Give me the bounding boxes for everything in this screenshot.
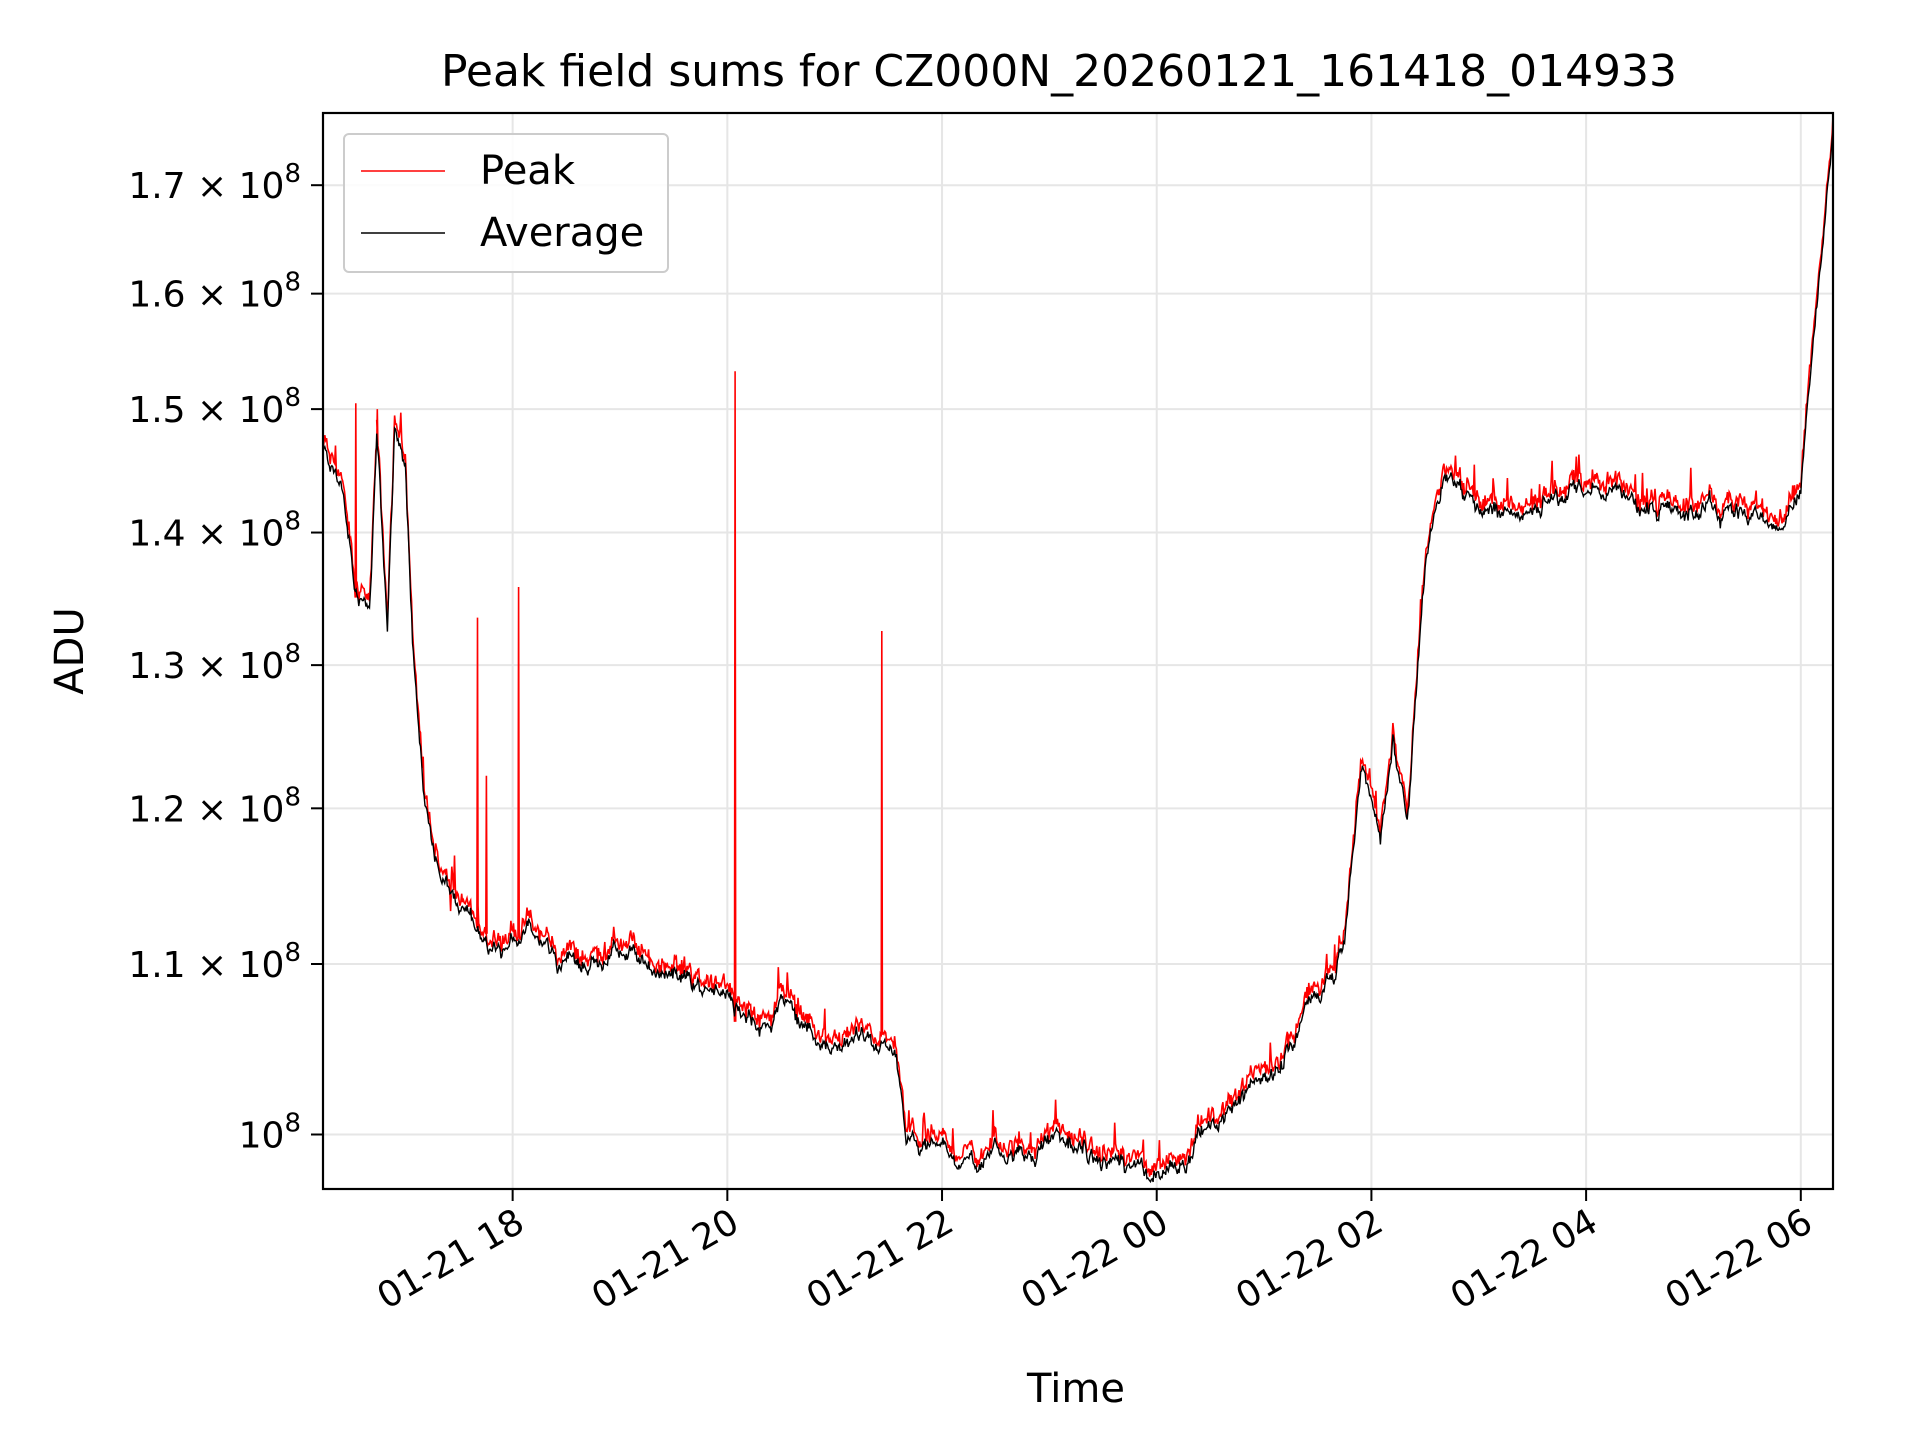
x-axis-label: Time bbox=[1026, 1366, 1125, 1412]
legend-label-peak: Peak bbox=[480, 148, 576, 194]
grid bbox=[323, 113, 1833, 1189]
y-tick-label: 1.6 × 108 bbox=[128, 268, 301, 316]
legend-box bbox=[343, 133, 669, 273]
legend: Peak Average bbox=[343, 133, 669, 273]
series-line-peak bbox=[323, 114, 1833, 1177]
plot-frame bbox=[321, 111, 1835, 1191]
plot-area bbox=[323, 114, 1833, 1184]
y-tick-label: 1.3 × 108 bbox=[128, 639, 301, 687]
y-tick-label: 1.1 × 108 bbox=[128, 938, 301, 986]
chart-title: Peak field sums for CZ000N_20260121_1614… bbox=[441, 46, 1677, 97]
y-tick-label: 1.7 × 108 bbox=[128, 159, 301, 207]
legend-label-average: Average bbox=[480, 210, 644, 256]
y-tick-label: 1.5 × 108 bbox=[128, 383, 301, 431]
y-axis: 108 1.1 × 108 1.2 × 108 1.3 × 108 1.4 × 108 1… bbox=[128, 159, 323, 1157]
y-tick-label: 1.2 × 108 bbox=[128, 782, 301, 830]
y-tick-label: 1.4 × 108 bbox=[128, 507, 301, 555]
series-line-average bbox=[323, 128, 1833, 1184]
y-tick-label: 108 bbox=[239, 1109, 301, 1157]
y-axis-label: ADU bbox=[47, 607, 93, 694]
